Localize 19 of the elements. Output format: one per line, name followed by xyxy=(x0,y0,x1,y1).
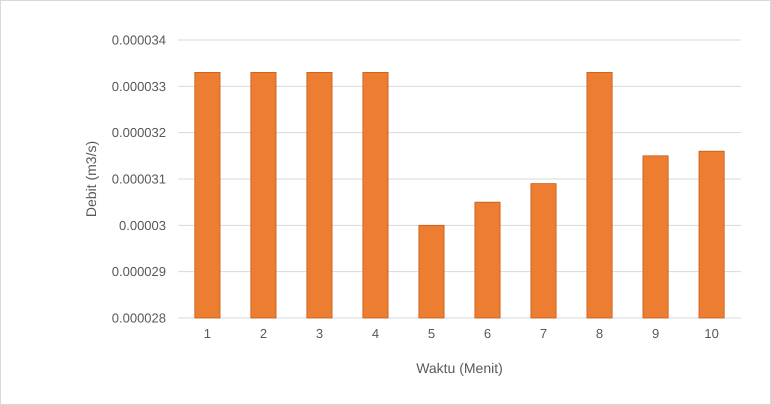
y-tick-label: 0.000031 xyxy=(112,172,166,187)
x-axis-title: Waktu (Menit) xyxy=(416,360,503,376)
y-axis-title: Debit (m3/s) xyxy=(83,140,99,218)
y-tick-label: 0.000033 xyxy=(112,78,166,94)
x-tick-label: 10 xyxy=(704,326,719,341)
y-tick-label: 0.000028 xyxy=(112,310,166,326)
y-tick-label: 0.000032 xyxy=(112,125,166,140)
y-tick-label: 0.000029 xyxy=(112,264,166,280)
x-tick-label: 2 xyxy=(260,326,268,341)
x-tick-label: 3 xyxy=(316,326,324,341)
x-tick-label: 1 xyxy=(204,326,212,341)
x-tick-label: 8 xyxy=(596,326,604,341)
x-tick-label: 5 xyxy=(428,326,436,341)
x-tick-label: 4 xyxy=(372,326,380,341)
x-tick-label: 9 xyxy=(652,326,660,341)
y-tick-label: 0.00003 xyxy=(119,218,166,233)
y-tick-label: 0.000034 xyxy=(112,32,166,48)
x-tick-label: 6 xyxy=(484,326,492,341)
x-tick-label: 7 xyxy=(540,326,548,341)
